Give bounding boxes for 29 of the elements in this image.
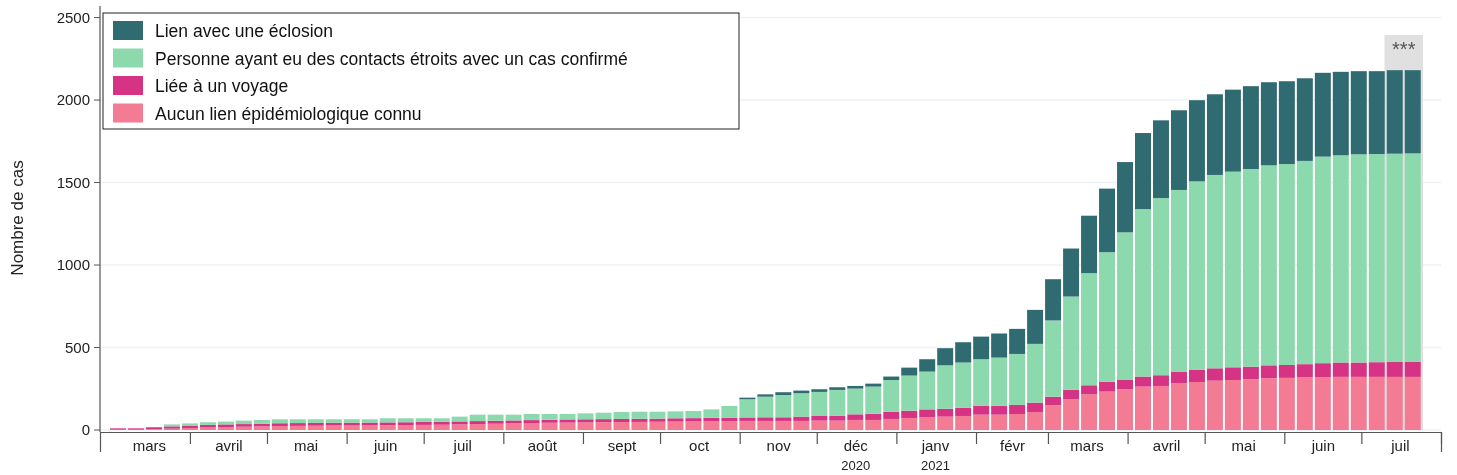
x-tick-label: mai [1231,437,1256,454]
x-tick-label: juil [1390,437,1410,454]
x-tick-label: août [527,437,558,454]
x-tick-label: janv 2021 [920,437,950,473]
legend-label: Aucun lien épidémiologique connu [155,103,422,124]
band-label: *** [1392,38,1416,60]
y-tick-label: 500 [64,338,90,356]
x-tick-label: avril [1152,437,1181,454]
x-tick-label: mars [1070,437,1104,454]
legend-label: Personne ayant eu des contacts étroits avec un cas confirmé [155,48,628,69]
y-tick-label: 0 [81,421,90,439]
legend-label: Lien avec une éclosion [155,21,334,42]
y-tick-label: 2000 [56,91,90,109]
y-tick-label: 1500 [56,173,90,191]
x-tick-label: nov [766,437,792,454]
x-tick-label: oct [689,437,710,454]
y-axis-title: Nombre de cas [8,160,27,276]
x-tick-label: juin [372,437,398,454]
x-tick-label: mars [132,437,166,454]
x-tick-label: avril [215,437,243,454]
x-tick-label: juil [452,437,472,454]
x-tick-label: juin [1310,437,1336,454]
y-tick-label: 1000 [56,256,90,274]
x-tick-label: sept [607,437,637,454]
x-tick-label: mai [293,437,319,454]
legend-label: Liée à un voyage [155,76,289,97]
y-tick-label: 2500 [56,8,90,26]
x-tick-label: déc 2020 [841,437,871,473]
x-tick-label: févr [999,437,1025,454]
